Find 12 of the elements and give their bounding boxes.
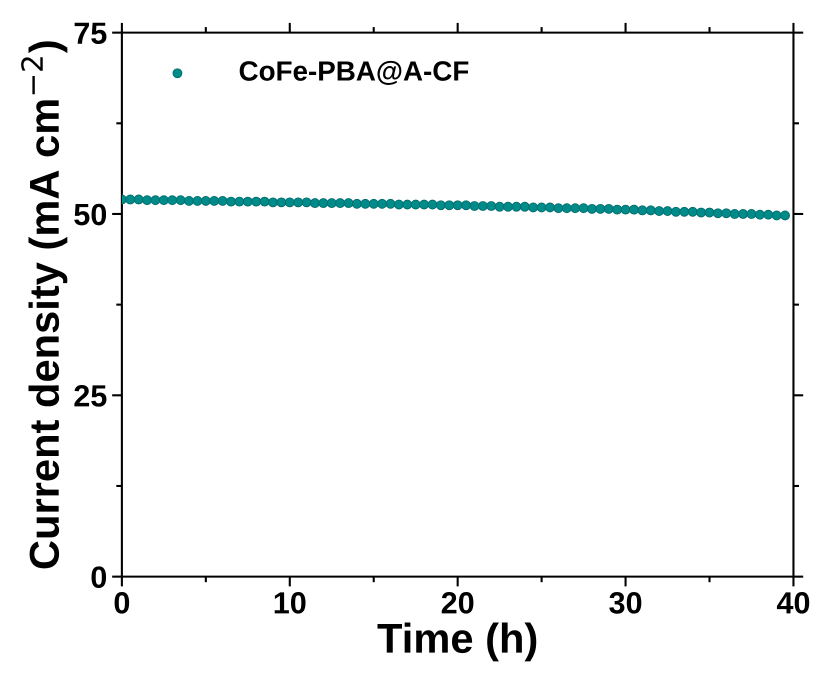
x-tick-label: 20 xyxy=(442,592,474,614)
y-tick-label: 50 xyxy=(74,204,106,226)
x-axis-title: Time (h) xyxy=(377,622,536,662)
x-tick-label: 10 xyxy=(274,592,306,614)
x-tick-label: 30 xyxy=(609,592,642,614)
legend-label: CoFe-PBA@A-CF xyxy=(240,60,468,85)
x-tick-label: 40 xyxy=(776,592,810,614)
y-tick-label: 25 xyxy=(74,385,106,407)
x-tick-label: 0 xyxy=(114,592,130,614)
y-tick-label: 75 xyxy=(74,22,106,44)
y-axis-title: Current density (mA cm$^{−2}$) xyxy=(21,41,68,568)
y-tick-label: 0 xyxy=(92,566,106,588)
